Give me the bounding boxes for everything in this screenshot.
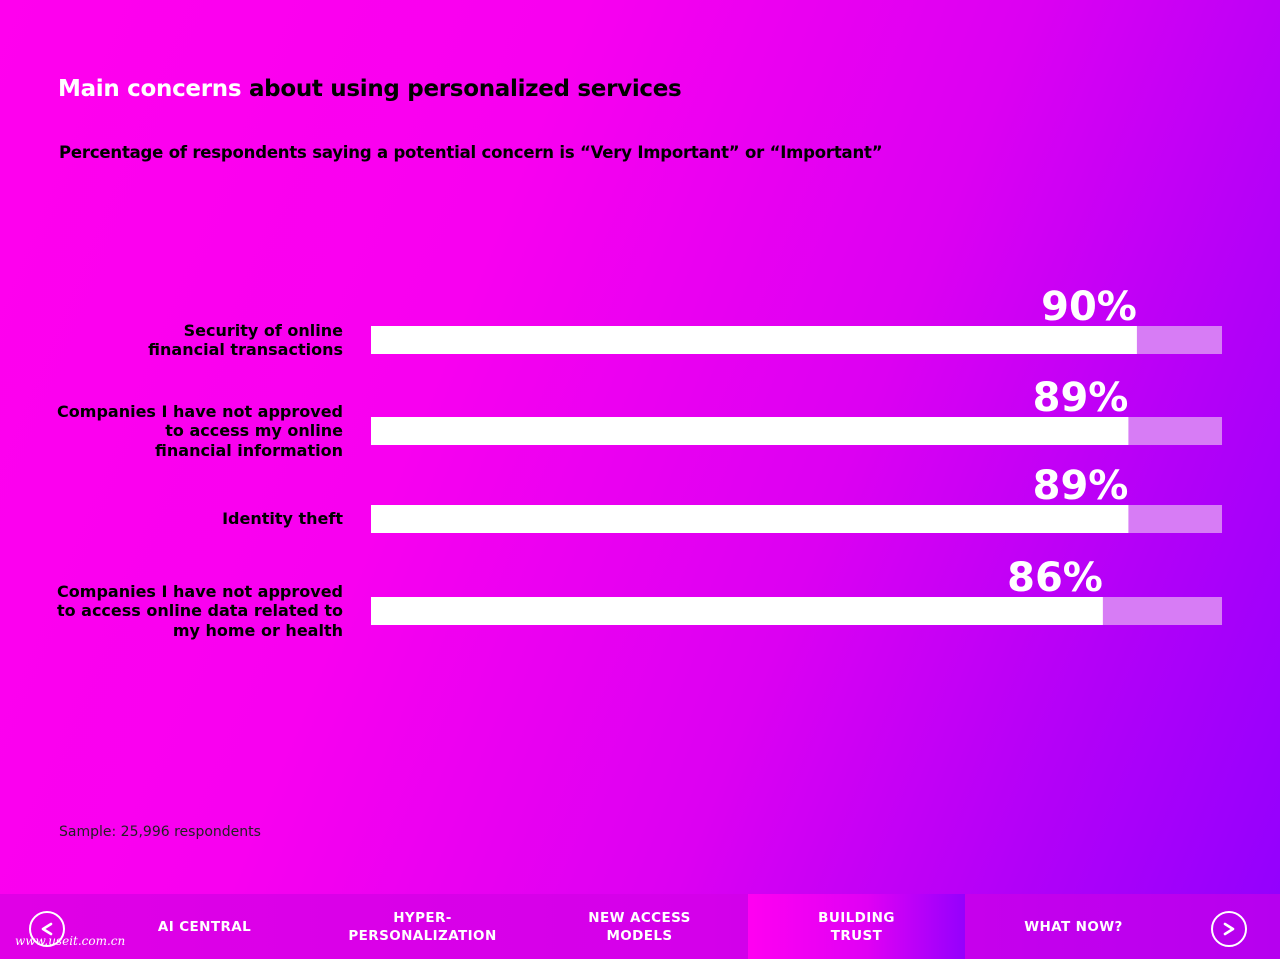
bottom-nav: AI CENTRAL HYPER- PERSONALIZATION NEW AC… [0,894,1280,959]
value-label: 89% [1033,375,1129,421]
nav-tab-ai-central[interactable]: AI CENTRAL [157,918,252,935]
next-button[interactable] [1211,911,1247,947]
nav-tab-new-access-models[interactable]: NEW ACCESS MODELS [588,909,691,944]
value-label: 86% [1007,555,1103,601]
bar [371,326,1137,354]
category-label: Companies I have not approved to access … [57,401,343,460]
category-label: Security of online financial transaction… [148,320,343,360]
watermark: www.useit.com.cn [15,934,126,948]
title-highlight: Main concerns [58,76,242,102]
sample-note: Sample: 25,996 respondents [59,824,261,840]
bar [371,505,1129,533]
chart-subtitle: Percentage of respondents saying a poten… [59,143,883,162]
nav-tab-hyper-personalization[interactable]: HYPER- PERSONALIZATION [348,909,497,944]
category-label: Identity theft [222,509,343,529]
bar [371,417,1129,445]
bar [371,597,1103,625]
title-rest: about using personalized services [241,76,682,102]
nav-tab-what-now[interactable]: WHAT NOW? [1024,918,1123,935]
value-label: 89% [1033,463,1129,509]
page-title: Main concerns about using personalized s… [58,76,682,102]
chevron-left-icon [41,922,53,936]
nav-tab-building-trust[interactable]: BUILDING TRUST [748,894,965,959]
prev-button[interactable] [29,911,65,947]
chevron-right-icon [1223,922,1235,936]
value-label: 90% [1041,284,1137,330]
bar-chart: 90% 89% 89% 86% [371,284,1222,625]
category-label: Companies I have not approved to access … [56,581,343,640]
